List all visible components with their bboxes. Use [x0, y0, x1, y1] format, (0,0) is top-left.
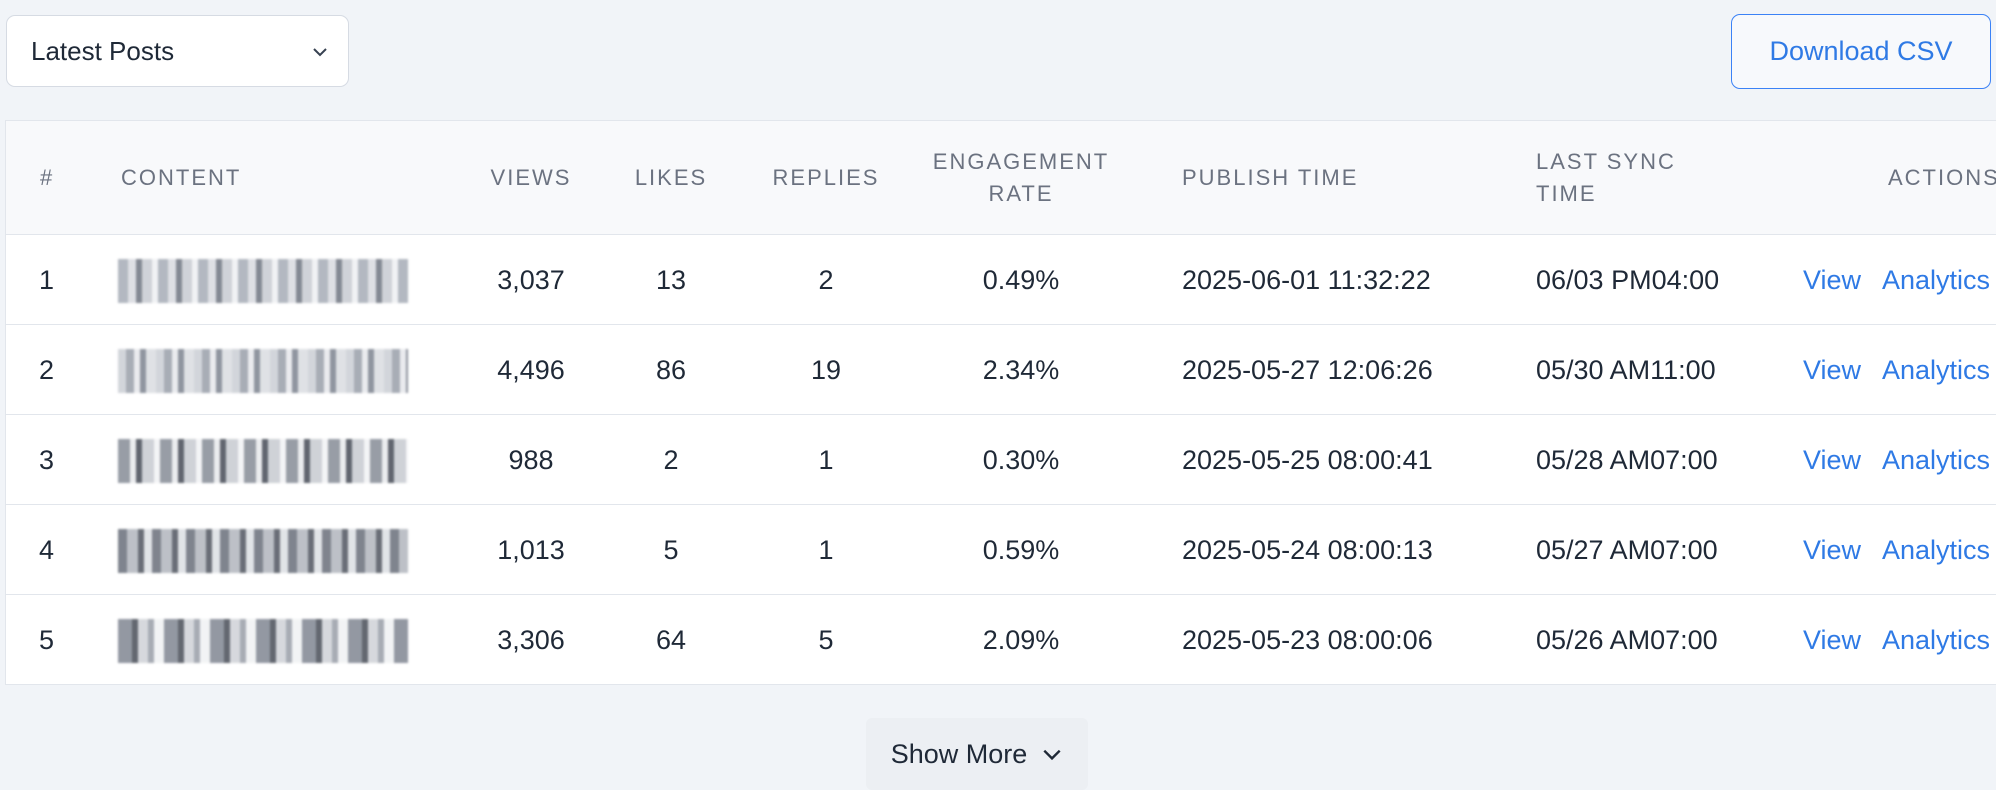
row-index: 3: [39, 444, 55, 475]
table-row: 3 988 2 1 0.30% 2025-05-25 08:00:41 05/2…: [6, 415, 1996, 505]
row-likes: 86: [655, 354, 687, 385]
header-likes: LIKES: [634, 165, 708, 190]
header-content: CONTENT: [121, 165, 242, 190]
header-sync-line1: LAST SYNC: [1536, 149, 1676, 174]
content-thumbnail-redacted[interactable]: [118, 529, 408, 573]
header-last-sync-time: LAST SYNC TIME: [1536, 121, 1676, 235]
row-replies: 19: [810, 354, 842, 385]
row-likes: 13: [655, 264, 687, 295]
row-likes: 64: [655, 624, 687, 655]
row-publish-time: 2025-05-25 08:00:41: [1182, 444, 1433, 475]
table-header: # CONTENT VIEWS LIKES REPLIES ENGAGEMENT…: [6, 121, 1996, 235]
row-views: 3,306: [497, 624, 565, 655]
row-replies: 5: [818, 624, 834, 655]
row-likes: 5: [663, 534, 679, 565]
row-replies: 1: [818, 534, 834, 565]
post-filter-select[interactable]: Latest Posts: [6, 15, 349, 87]
show-more-button[interactable]: Show More: [866, 718, 1088, 790]
view-link[interactable]: View: [1803, 354, 1862, 385]
row-replies: 2: [818, 264, 834, 295]
analytics-link[interactable]: Analytics: [1882, 624, 1991, 655]
row-views: 1,013: [497, 534, 565, 565]
posts-table: # CONTENT VIEWS LIKES REPLIES ENGAGEMENT…: [5, 120, 1996, 685]
content-thumbnail-redacted[interactable]: [118, 619, 408, 663]
row-views: 988: [508, 444, 554, 475]
table-row: 4 1,013 5 1 0.59% 2025-05-24 08:00:13 05…: [6, 505, 1996, 595]
row-views: 4,496: [497, 354, 565, 385]
header-sync-line2: TIME: [1536, 181, 1597, 206]
row-publish-time: 2025-06-01 11:32:22: [1182, 264, 1431, 295]
table-row: 2 4,496 86 19 2.34% 2025-05-27 12:06:26 …: [6, 325, 1996, 415]
toolbar: Latest Posts Download CSV: [0, 0, 1996, 110]
row-last-sync-time: 05/30 AM11:00: [1536, 354, 1716, 385]
header-actions: ACTIONS: [1888, 165, 1996, 190]
row-index: 1: [39, 264, 55, 295]
analytics-link[interactable]: Analytics: [1882, 354, 1991, 385]
view-link[interactable]: View: [1803, 444, 1862, 475]
content-thumbnail-redacted[interactable]: [118, 259, 408, 303]
row-last-sync-time: 06/03 PM04:00: [1536, 264, 1720, 295]
row-engagement-rate: 0.59%: [982, 534, 1060, 565]
row-engagement-rate: 2.09%: [982, 624, 1060, 655]
content-thumbnail-redacted[interactable]: [118, 349, 408, 393]
header-publish-time: PUBLISH TIME: [1182, 165, 1359, 190]
row-publish-time: 2025-05-24 08:00:13: [1182, 534, 1433, 565]
header-views: VIEWS: [490, 165, 572, 190]
analytics-link[interactable]: Analytics: [1882, 264, 1991, 295]
row-last-sync-time: 05/26 AM07:00: [1536, 624, 1718, 655]
row-index: 5: [39, 624, 55, 655]
row-engagement-rate: 0.49%: [982, 264, 1060, 295]
header-engagement-line2: RATE: [988, 181, 1054, 206]
row-last-sync-time: 05/28 AM07:00: [1536, 444, 1718, 475]
row-replies: 1: [818, 444, 834, 475]
row-index: 4: [39, 534, 55, 565]
view-link[interactable]: View: [1803, 624, 1862, 655]
analytics-link[interactable]: Analytics: [1882, 534, 1991, 565]
table-row: 1 3,037 13 2 0.49% 2025-06-01 11:32:22 0…: [6, 235, 1996, 325]
row-last-sync-time: 05/27 AM07:00: [1536, 534, 1718, 565]
row-index: 2: [39, 354, 55, 385]
row-publish-time: 2025-05-27 12:06:26: [1182, 354, 1433, 385]
chevron-down-icon: [1043, 749, 1061, 761]
content-thumbnail-redacted[interactable]: [118, 439, 408, 483]
download-csv-button[interactable]: Download CSV: [1731, 14, 1991, 89]
header-replies: REPLIES: [772, 165, 880, 190]
view-link[interactable]: View: [1803, 264, 1862, 295]
row-engagement-rate: 2.34%: [982, 354, 1060, 385]
header-index: #: [40, 165, 55, 190]
table-row: 5 3,306 64 5 2.09% 2025-05-23 08:00:06 0…: [6, 595, 1996, 684]
row-publish-time: 2025-05-23 08:00:06: [1182, 624, 1433, 655]
header-engagement-rate: ENGAGEMENT RATE: [921, 121, 1121, 235]
show-more-label: Show More: [890, 738, 1028, 769]
row-likes: 2: [663, 444, 679, 475]
header-engagement-line1: ENGAGEMENT: [932, 149, 1110, 174]
row-engagement-rate: 0.30%: [982, 444, 1060, 475]
row-views: 3,037: [497, 264, 565, 295]
view-link[interactable]: View: [1803, 534, 1862, 565]
analytics-link[interactable]: Analytics: [1882, 444, 1991, 475]
chevron-down-icon: [313, 48, 327, 57]
post-filter-value: Latest Posts: [31, 35, 175, 66]
